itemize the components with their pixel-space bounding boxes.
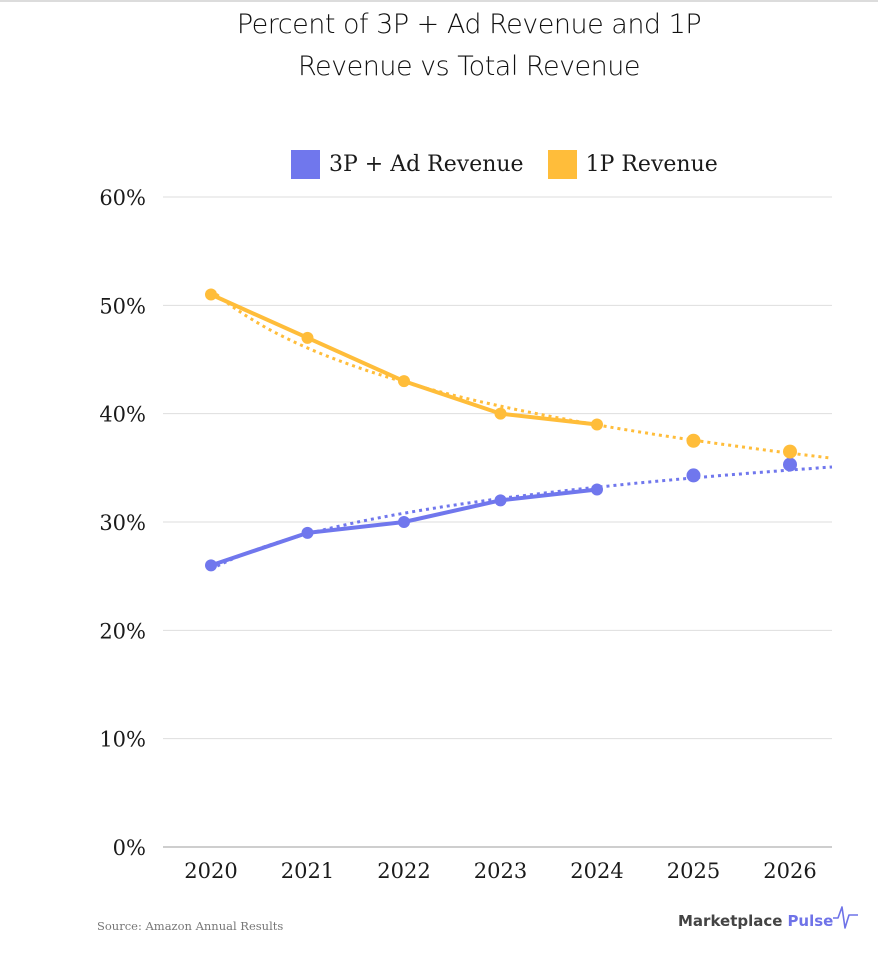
top-border (0, 0, 878, 2)
brand-logo: Marketplace Pulse (678, 904, 859, 930)
data-point-3p-ad-2022[interactable] (398, 516, 410, 528)
trendlines (210, 288, 833, 571)
x-tick-label: 2020 (184, 859, 237, 883)
data-point-3p-ad-2026[interactable] (783, 457, 797, 472)
series-line-1p (209, 292, 599, 427)
brand-name-left: Marketplace (678, 912, 783, 930)
pulse-icon (833, 906, 859, 929)
trendline-1p (210, 288, 833, 460)
legend-item-3p-ad[interactable]: 3P + Ad Revenue (291, 150, 524, 179)
chart-legend: 3P + Ad Revenue 1P Revenue (291, 150, 742, 179)
data-point-1p-2023[interactable] (494, 407, 507, 420)
x-axis-tick-labels: 2020 2021 2022 2023 2024 2025 2026 (184, 859, 816, 883)
y-tick-label: 50% (99, 294, 146, 318)
x-tick-label: 2022 (377, 859, 430, 883)
legend-item-1p[interactable]: 1P Revenue (547, 150, 718, 179)
data-point-3p-ad-2020[interactable] (205, 559, 217, 572)
x-tick-label: 2024 (570, 859, 623, 883)
x-tick-label: 2026 (763, 859, 816, 883)
data-point-3p-ad-2025[interactable] (686, 468, 701, 483)
y-tick-label: 20% (99, 619, 146, 643)
data-point-1p-2025[interactable] (686, 433, 701, 448)
y-tick-label: 10% (99, 728, 146, 752)
data-points (205, 288, 797, 572)
data-point-1p-2020[interactable] (205, 288, 217, 301)
x-tick-label: 2021 (281, 859, 334, 883)
trendline-3p-ad (210, 465, 833, 571)
data-point-3p-ad-2024[interactable] (591, 483, 603, 496)
y-tick-label: 60% (99, 186, 146, 210)
data-point-1p-2026[interactable] (783, 444, 797, 459)
chart-title: Percent of 3P + Ad Revenue and 1P Revenu… (0, 4, 878, 88)
legend-label-3p-ad: 3P + Ad Revenue (329, 152, 524, 177)
y-tick-label: 0% (113, 836, 146, 860)
data-point-3p-ad-2021[interactable] (301, 526, 314, 539)
y-tick-label: 40% (99, 403, 146, 427)
legend-swatch-1p (547, 150, 577, 179)
x-tick-label: 2025 (667, 859, 720, 883)
legend-swatch-3p-ad (291, 150, 320, 179)
data-point-1p-2022[interactable] (398, 375, 410, 388)
source-note: Source: Amazon Annual Results (97, 919, 284, 933)
legend-label-1p: 1P Revenue (585, 152, 718, 177)
data-point-3p-ad-2023[interactable] (494, 494, 507, 507)
x-tick-label: 2023 (474, 859, 527, 883)
data-point-1p-2021[interactable] (301, 331, 314, 344)
brand-name-right: Pulse (787, 912, 834, 930)
chart-title-line-2: Revenue vs Total Revenue (297, 51, 641, 82)
gridlines (163, 196, 832, 848)
y-axis-tick-labels: 0% 10% 20% 30% 40% 50% 60% (99, 186, 146, 860)
chart-title-line-1: Percent of 3P + Ad Revenue and 1P (236, 9, 702, 40)
data-point-1p-2024[interactable] (591, 418, 603, 431)
y-tick-label: 30% (99, 511, 146, 535)
